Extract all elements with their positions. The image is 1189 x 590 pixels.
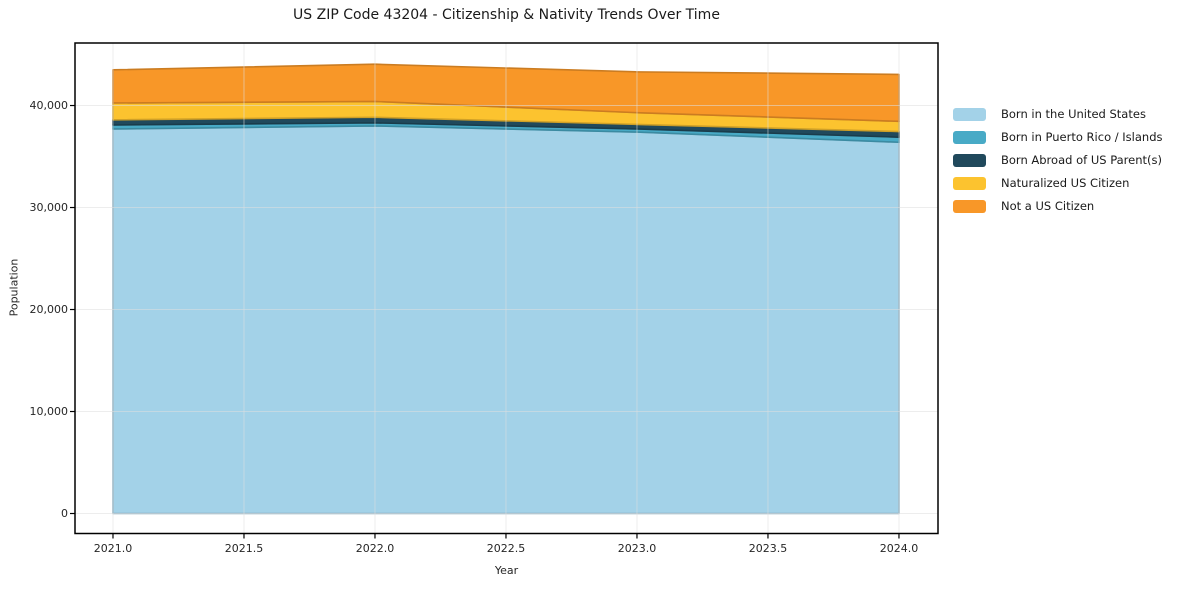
x-tick-label: 2023.5 (748, 542, 788, 555)
legend-item-not-a-us-citizen: Not a US Citizen (953, 199, 1163, 213)
legend-item-born-abroad-of-us-parent-s: Born Abroad of US Parent(s) (953, 153, 1163, 167)
legend-label: Naturalized US Citizen (1001, 176, 1130, 190)
legend-label: Born in Puerto Rico / Islands (1001, 130, 1163, 144)
x-axis-label: Year (494, 564, 519, 577)
legend: Born in the United States Born in Puerto … (953, 107, 1163, 213)
legend-swatch (953, 153, 986, 167)
x-tick-label: 2021.0 (93, 542, 133, 555)
y-tick-label: 0 (61, 507, 68, 520)
y-axis-label: Population (7, 258, 21, 317)
legend-item-naturalized-us-citizen: Naturalized US Citizen (953, 176, 1163, 190)
x-tick-label: 2023.0 (617, 542, 657, 555)
x-tick-label: 2021.5 (224, 542, 264, 555)
legend-label: Born in the United States (1001, 107, 1146, 121)
legend-item-born-in-the-united-states: Born in the United States (953, 107, 1163, 121)
legend-swatch (953, 176, 986, 190)
chart-title: US ZIP Code 43204 - Citizenship & Nativi… (293, 7, 720, 23)
y-tick-label: 10,000 (29, 405, 69, 418)
x-tick-label: 2022.5 (486, 542, 526, 555)
y-tick-label: 30,000 (29, 201, 69, 215)
y-tick-label: 20,000 (29, 303, 69, 317)
x-tick-label: 2024.0 (879, 542, 919, 555)
x-tick-label: 2022.0 (355, 542, 395, 555)
legend-label: Not a US Citizen (1001, 199, 1095, 213)
y-tick-label: 40,000 (29, 99, 69, 113)
legend-swatch (953, 199, 986, 213)
legend-label: Born Abroad of US Parent(s) (1001, 153, 1162, 167)
legend-swatch (953, 130, 986, 144)
legend-swatch (953, 107, 986, 121)
legend-item-born-in-puerto-rico-islands: Born in Puerto Rico / Islands (953, 130, 1163, 144)
